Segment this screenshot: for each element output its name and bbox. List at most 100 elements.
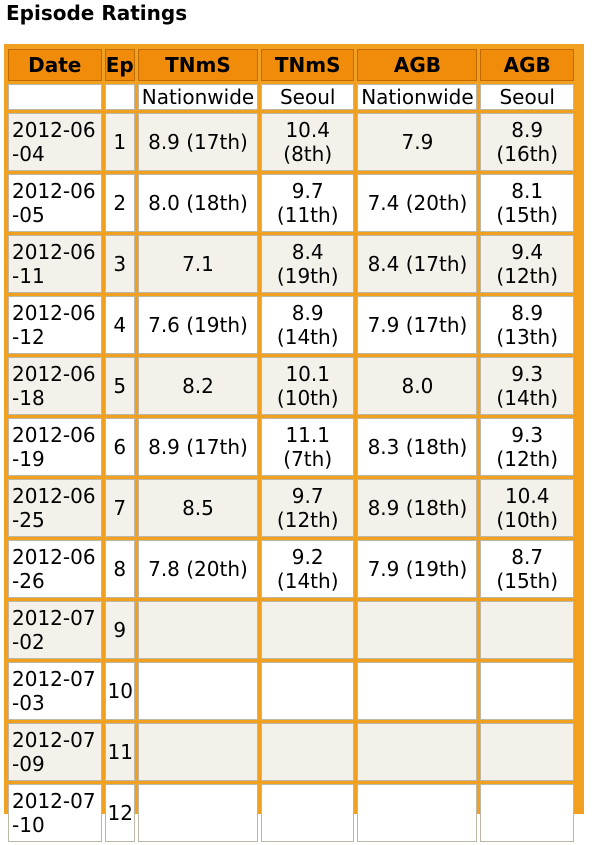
- cell-agb-seoul: 9.3 (14th): [480, 357, 574, 415]
- cell-date: 2012-06-18: [8, 357, 102, 415]
- cell-ep: 9: [104, 601, 135, 659]
- cell-tnms-nationwide: 8.5: [138, 479, 258, 537]
- cell-tnms-nationwide: 7.1: [138, 235, 258, 293]
- subheader-row: Nationwide Seoul Nationwide Seoul: [8, 84, 574, 110]
- cell-agb-seoul: [480, 723, 574, 781]
- cell-tnms-seoul: 10.4 (8th): [260, 113, 355, 171]
- ratings-table: Date Ep TNmS TNmS AGB AGB Nationwide Seo…: [5, 46, 577, 845]
- cell-agb-seoul: 9.3 (12th): [480, 418, 574, 476]
- table-row: 2012-06-05 2 8.0 (18th) 9.7 (11th) 7.4 (…: [8, 174, 574, 232]
- cell-tnms-seoul: [260, 662, 355, 720]
- table-row: 2012-06-26 8 7.8 (20th) 9.2 (14th) 7.9 (…: [8, 540, 574, 598]
- cell-tnms-seoul: 9.7 (12th): [260, 479, 355, 537]
- cell-date: 2012-06-26: [8, 540, 102, 598]
- cell-ep: 4: [104, 296, 135, 354]
- cell-ep: 2: [104, 174, 135, 232]
- table-row: 2012-07-09 11: [8, 723, 574, 781]
- cell-date: 2012-06-12: [8, 296, 102, 354]
- cell-ep: 3: [104, 235, 135, 293]
- cell-ep: 8: [104, 540, 135, 598]
- cell-ep: 11: [104, 723, 135, 781]
- subheader-agb-seoul: Seoul: [480, 84, 574, 110]
- cell-tnms-nationwide: [138, 601, 258, 659]
- cell-agb-seoul: 8.1 (15th): [480, 174, 574, 232]
- table-row: 2012-07-03 10: [8, 662, 574, 720]
- cell-tnms-seoul: [260, 784, 355, 842]
- cell-agb-nationwide: 8.0: [357, 357, 478, 415]
- table-row: 2012-06-12 4 7.6 (19th) 8.9 (14th) 7.9 (…: [8, 296, 574, 354]
- cell-tnms-nationwide: 8.9 (17th): [138, 418, 258, 476]
- cell-agb-seoul: 8.9 (13th): [480, 296, 574, 354]
- subheader-agb-nationwide: Nationwide: [357, 84, 478, 110]
- table-row: 2012-06-25 7 8.5 9.7 (12th) 8.9 (18th) 1…: [8, 479, 574, 537]
- cell-tnms-seoul: 11.1 (7th): [260, 418, 355, 476]
- cell-agb-seoul: 9.4 (12th): [480, 235, 574, 293]
- header-row: Date Ep TNmS TNmS AGB AGB: [8, 49, 574, 81]
- cell-date: 2012-06-04: [8, 113, 102, 171]
- cell-tnms-nationwide: [138, 723, 258, 781]
- cell-ep: 5: [104, 357, 135, 415]
- cell-tnms-nationwide: 7.6 (19th): [138, 296, 258, 354]
- cell-date: 2012-06-11: [8, 235, 102, 293]
- cell-agb-nationwide: [357, 601, 478, 659]
- header-ep: Ep: [104, 49, 135, 81]
- cell-tnms-nationwide: [138, 662, 258, 720]
- cell-tnms-seoul: 8.4 (19th): [260, 235, 355, 293]
- cell-agb-seoul: [480, 784, 574, 842]
- cell-tnms-seoul: 9.7 (11th): [260, 174, 355, 232]
- cell-agb-nationwide: 7.9 (19th): [357, 540, 478, 598]
- cell-tnms-nationwide: [138, 784, 258, 842]
- header-tnms-seoul: TNmS: [260, 49, 355, 81]
- table-row: 2012-07-10 12: [8, 784, 574, 842]
- cell-agb-seoul: [480, 662, 574, 720]
- cell-tnms-seoul: [260, 601, 355, 659]
- cell-ep: 1: [104, 113, 135, 171]
- header-tnms-nationwide: TNmS: [138, 49, 258, 81]
- cell-agb-nationwide: 7.4 (20th): [357, 174, 478, 232]
- cell-agb-seoul: [480, 601, 574, 659]
- cell-agb-nationwide: 8.9 (18th): [357, 479, 478, 537]
- cell-agb-nationwide: 8.3 (18th): [357, 418, 478, 476]
- cell-date: 2012-07-02: [8, 601, 102, 659]
- table-row: 2012-06-18 5 8.2 10.1 (10th) 8.0 9.3 (14…: [8, 357, 574, 415]
- subheader-tnms-seoul: Seoul: [260, 84, 355, 110]
- cell-ep: 7: [104, 479, 135, 537]
- cell-agb-nationwide: [357, 723, 478, 781]
- cell-agb-nationwide: [357, 784, 478, 842]
- table-row: 2012-07-02 9: [8, 601, 574, 659]
- header-agb-seoul: AGB: [480, 49, 574, 81]
- cell-date: 2012-07-09: [8, 723, 102, 781]
- cell-agb-seoul: 8.9 (16th): [480, 113, 574, 171]
- cell-date: 2012-07-03: [8, 662, 102, 720]
- table-row: 2012-06-11 3 7.1 8.4 (19th) 8.4 (17th) 9…: [8, 235, 574, 293]
- cell-tnms-seoul: 9.2 (14th): [260, 540, 355, 598]
- ratings-body: 2012-06-04 1 8.9 (17th) 10.4 (8th) 7.9 8…: [8, 113, 574, 842]
- subheader-date: [8, 84, 102, 110]
- cell-agb-seoul: 8.7 (15th): [480, 540, 574, 598]
- cell-tnms-seoul: [260, 723, 355, 781]
- subheader-ep: [104, 84, 135, 110]
- cell-ep: 6: [104, 418, 135, 476]
- cell-ep: 10: [104, 662, 135, 720]
- cell-agb-nationwide: [357, 662, 478, 720]
- header-agb-nationwide: AGB: [357, 49, 478, 81]
- cell-date: 2012-06-05: [8, 174, 102, 232]
- cell-date: 2012-06-19: [8, 418, 102, 476]
- cell-date: 2012-07-10: [8, 784, 102, 842]
- cell-agb-seoul: 10.4 (10th): [480, 479, 574, 537]
- cell-agb-nationwide: 7.9: [357, 113, 478, 171]
- cell-tnms-seoul: 10.1 (10th): [260, 357, 355, 415]
- section-heading: Episode Ratings: [6, 1, 188, 25]
- table-row: 2012-06-04 1 8.9 (17th) 10.4 (8th) 7.9 8…: [8, 113, 574, 171]
- subheader-tnms-nationwide: Nationwide: [138, 84, 258, 110]
- cell-tnms-nationwide: 8.2: [138, 357, 258, 415]
- table-row: 2012-06-19 6 8.9 (17th) 11.1 (7th) 8.3 (…: [8, 418, 574, 476]
- header-date: Date: [8, 49, 102, 81]
- cell-date: 2012-06-25: [8, 479, 102, 537]
- ratings-table-frame: Date Ep TNmS TNmS AGB AGB Nationwide Seo…: [4, 44, 584, 842]
- cell-agb-nationwide: 8.4 (17th): [357, 235, 478, 293]
- cell-tnms-seoul: 8.9 (14th): [260, 296, 355, 354]
- cell-ep: 12: [104, 784, 135, 842]
- cell-agb-nationwide: 7.9 (17th): [357, 296, 478, 354]
- cell-tnms-nationwide: 8.0 (18th): [138, 174, 258, 232]
